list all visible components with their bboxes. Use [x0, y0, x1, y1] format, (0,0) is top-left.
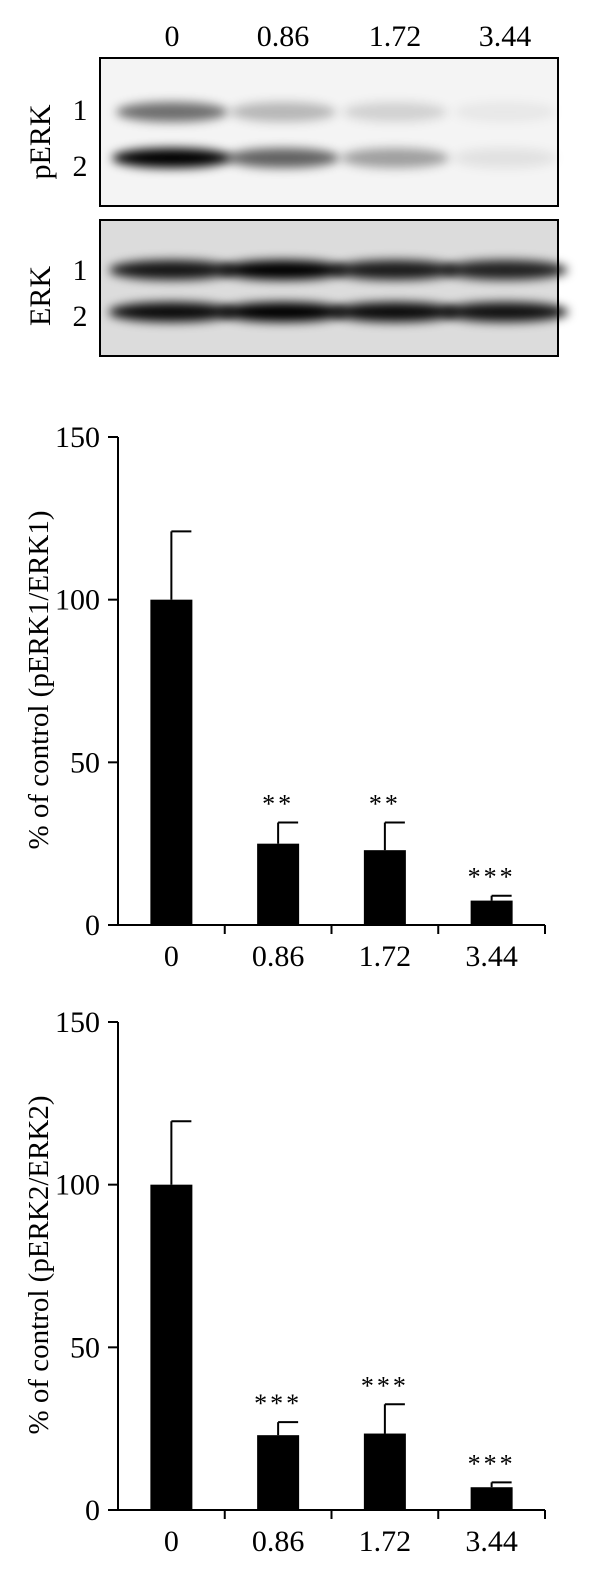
blot-band [219, 302, 347, 322]
blot-band [226, 148, 340, 168]
blot-lane-label: 0.86 [257, 20, 310, 53]
erk-panel-label: ERK [24, 266, 57, 326]
y-tick-label: 100 [55, 1169, 100, 1202]
x-tick-label: 0.86 [252, 940, 305, 973]
y-tick-label: 50 [70, 746, 100, 779]
perk-band-label-2: 2 [73, 150, 88, 183]
blot-band [453, 102, 557, 122]
blot-band [340, 148, 450, 168]
bar [470, 900, 513, 925]
y-tick-label: 0 [85, 1494, 100, 1527]
x-tick-label: 3.44 [465, 940, 518, 973]
perk-band-label-1: 1 [73, 94, 88, 127]
significance-label: *** [468, 1449, 516, 1478]
blot-band [112, 148, 232, 168]
blot-band [219, 260, 347, 280]
perk-blot-frame [99, 57, 559, 207]
erk-blot-frame [99, 219, 559, 357]
y-tick-label: 50 [70, 1331, 100, 1364]
x-tick-label: 1.72 [359, 1525, 412, 1558]
x-tick-label: 0.86 [252, 1525, 305, 1558]
x-tick-label: 0 [164, 940, 179, 973]
blot-lane-labels: 0 0.86 1.72 3.44 [165, 20, 532, 53]
bar [363, 850, 406, 925]
blot-band [331, 302, 459, 322]
significance-label: *** [254, 1389, 302, 1418]
perk1-erk1-bar-chart: % of control (pERK1/ERK1) 0 50 100 150 0 ** 0.… [23, 421, 546, 973]
blot-band [108, 302, 236, 322]
bar [257, 1435, 300, 1510]
erk-band-label-2: 2 [73, 300, 88, 333]
blot-band [442, 260, 568, 280]
blot-band [441, 302, 569, 322]
erk-bands [108, 260, 569, 322]
y-tick-label: 150 [55, 1006, 100, 1039]
x-tick-label: 0 [164, 1525, 179, 1558]
perk-panel-label: pERK [24, 104, 57, 179]
perk2-erk2-bar-chart: % of control (pERK2/ERK2) 0 50 100 150 0 *** 0… [23, 1006, 546, 1558]
perk-blot-panel: pERK 1 2 [24, 57, 559, 207]
x-tick-label: 1.72 [359, 940, 412, 973]
chart-1-ylabel: % of control (pERK1/ERK1) [23, 510, 55, 849]
perk-bands [112, 102, 557, 168]
blot-band [453, 148, 557, 168]
significance-label: ** [262, 790, 294, 819]
y-tick-label: 0 [85, 909, 100, 942]
blot-band [229, 102, 337, 122]
bar [257, 843, 300, 925]
bar [470, 1487, 513, 1510]
blot-band [342, 102, 448, 122]
erk-blot-panel: ERK 1 2 [24, 219, 569, 357]
blot-band [116, 102, 228, 122]
significance-label: *** [468, 863, 516, 892]
bar [150, 1184, 193, 1510]
erk-band-label-1: 1 [73, 254, 88, 287]
chart-2-ylabel: % of control (pERK2/ERK2) [23, 1095, 55, 1434]
blot-lane-label: 0 [165, 20, 180, 53]
blot-band [108, 260, 236, 280]
significance-label: *** [361, 1371, 409, 1400]
significance-label: ** [369, 790, 401, 819]
blot-lane-label: 1.72 [369, 20, 422, 53]
y-tick-label: 150 [55, 421, 100, 454]
blot-band [332, 260, 458, 280]
bar [363, 1433, 406, 1510]
x-tick-label: 3.44 [465, 1525, 518, 1558]
y-tick-label: 100 [55, 584, 100, 617]
blot-lane-label: 3.44 [479, 20, 532, 53]
bar [150, 599, 193, 925]
